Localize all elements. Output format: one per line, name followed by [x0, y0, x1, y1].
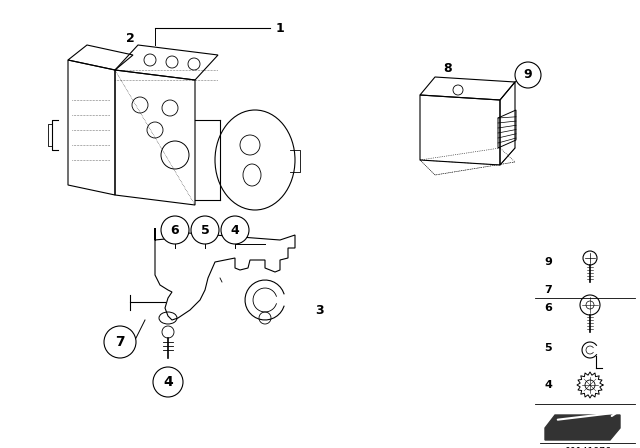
Text: 5: 5 — [200, 224, 209, 237]
Text: 00141976: 00141976 — [564, 447, 611, 448]
Circle shape — [515, 62, 541, 88]
Text: 7: 7 — [544, 285, 552, 295]
Circle shape — [191, 216, 219, 244]
Polygon shape — [545, 415, 620, 440]
Text: 3: 3 — [316, 303, 324, 316]
Text: 2: 2 — [125, 31, 134, 44]
Circle shape — [161, 216, 189, 244]
Text: 9: 9 — [524, 69, 532, 82]
Text: 4: 4 — [163, 375, 173, 389]
Text: 5: 5 — [544, 343, 552, 353]
Circle shape — [104, 326, 136, 358]
Text: 6: 6 — [171, 224, 179, 237]
Text: 6: 6 — [544, 303, 552, 313]
Text: 4: 4 — [230, 224, 239, 237]
Circle shape — [153, 367, 183, 397]
Text: 9: 9 — [544, 257, 552, 267]
Text: 7: 7 — [115, 335, 125, 349]
Circle shape — [221, 216, 249, 244]
Text: 8: 8 — [444, 61, 452, 74]
Text: 1: 1 — [276, 22, 284, 34]
Text: 4: 4 — [544, 380, 552, 390]
